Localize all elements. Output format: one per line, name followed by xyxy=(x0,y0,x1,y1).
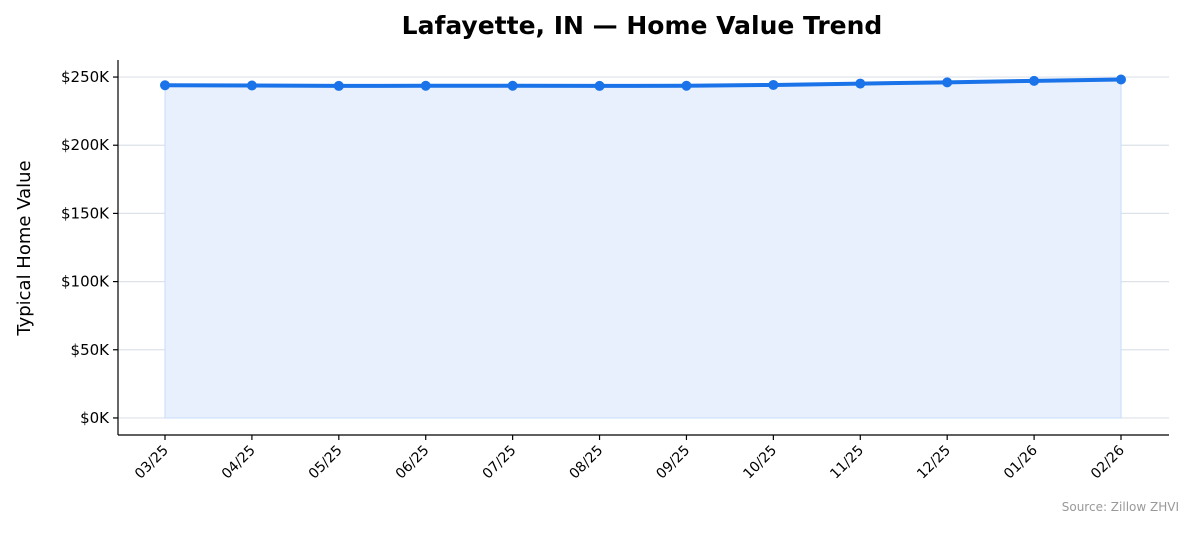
data-point xyxy=(333,80,344,91)
x-tick-label: 04/25 xyxy=(219,443,259,483)
y-tick-label: $50K xyxy=(71,341,111,359)
data-point xyxy=(594,80,605,91)
data-point xyxy=(681,80,692,91)
x-tick-label: 09/25 xyxy=(653,443,693,483)
axes xyxy=(117,60,1169,436)
x-tick-label: 02/26 xyxy=(1088,442,1128,482)
data-point xyxy=(855,78,866,89)
x-tick-label: 08/25 xyxy=(567,443,607,483)
data-point xyxy=(507,80,518,91)
data-point xyxy=(420,80,431,91)
y-tick-label: $0K xyxy=(80,409,110,427)
x-tick-label: 06/25 xyxy=(393,443,433,483)
y-axis-label: Typical Home Value xyxy=(14,160,35,336)
area-fill-layer xyxy=(164,78,1122,419)
x-tick-label: 05/25 xyxy=(306,443,346,483)
y-ticks: $0K $50K $100K $150K $200K $250K xyxy=(61,68,118,427)
data-point xyxy=(246,80,257,91)
x-tick-label: 03/25 xyxy=(132,443,172,483)
data-point xyxy=(768,79,779,90)
x-tick-label: 10/25 xyxy=(740,443,780,483)
chart-title: Lafayette, IN — Home Value Trend xyxy=(402,11,883,40)
x-tick-label: 01/26 xyxy=(1001,442,1041,482)
series-line-layer xyxy=(163,77,1123,88)
data-point xyxy=(942,77,953,88)
data-point xyxy=(1116,74,1126,85)
series-line xyxy=(163,77,1123,88)
data-point xyxy=(160,80,170,91)
y-tick-label: $200K xyxy=(61,136,110,154)
x-tick-label: 07/25 xyxy=(480,443,520,483)
y-tick-label: $100K xyxy=(61,273,110,291)
y-tick-label: $250K xyxy=(61,68,110,86)
x-tick-label: 12/25 xyxy=(914,443,954,483)
x-tick-label: 11/25 xyxy=(827,443,867,483)
data-points xyxy=(160,74,1126,91)
data-point xyxy=(1029,75,1040,86)
x-ticks: 03/25 04/25 05/25 06/25 07/25 08/25 09/25 10/25… xyxy=(132,435,1128,482)
source-note: Source: Zillow ZHVI xyxy=(1062,500,1179,514)
area-fill xyxy=(164,78,1122,419)
y-tick-label: $150K xyxy=(61,204,110,222)
